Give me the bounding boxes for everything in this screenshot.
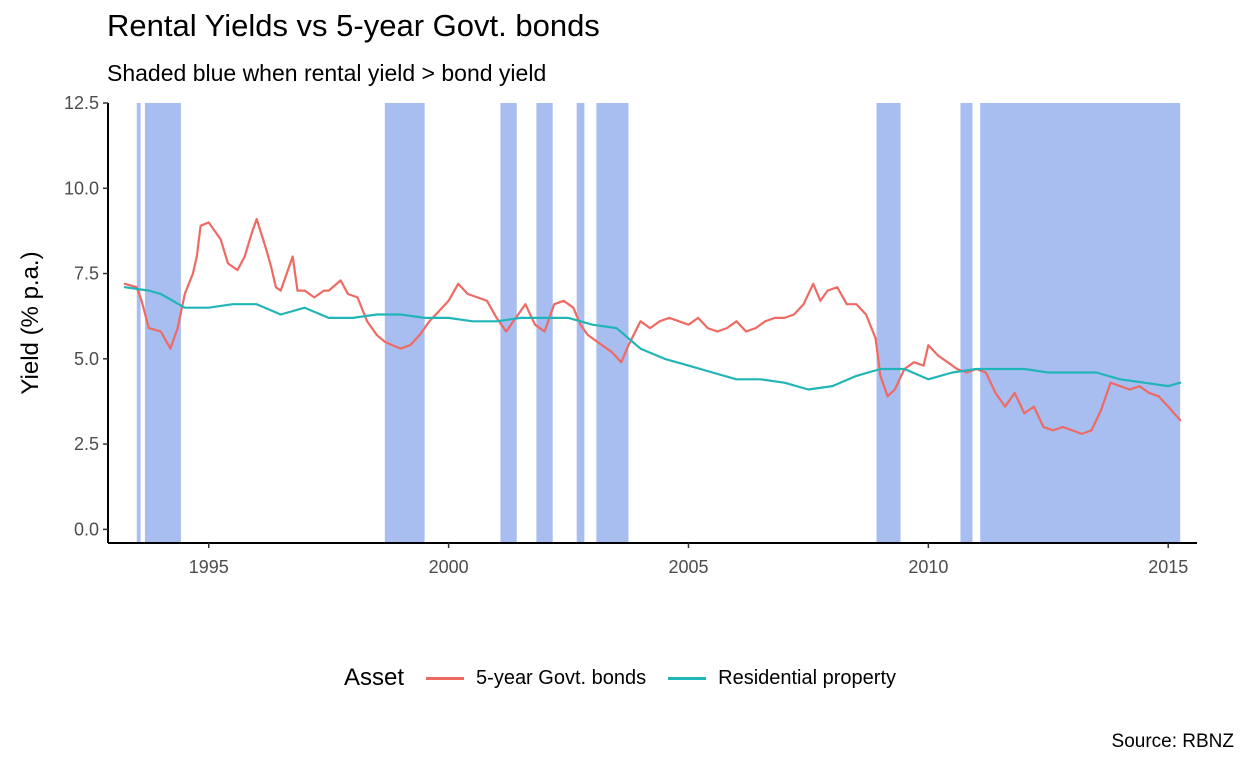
x-tick-label: 2010 bbox=[908, 557, 948, 577]
shaded-period bbox=[144, 103, 181, 543]
shaded-period bbox=[384, 103, 425, 543]
shaded-period bbox=[960, 103, 973, 543]
shaded-period bbox=[980, 103, 1181, 543]
shaded-period bbox=[136, 103, 141, 543]
x-tick-label: 1995 bbox=[189, 557, 229, 577]
legend-label: Residential property bbox=[718, 666, 896, 689]
y-tick-label: 10.0 bbox=[64, 178, 99, 198]
y-tick-label: 5.0 bbox=[74, 349, 99, 369]
legend-key-line bbox=[426, 676, 465, 680]
x-tick-label: 2000 bbox=[429, 557, 469, 577]
legend-title: Asset bbox=[344, 664, 405, 691]
shaded-period bbox=[536, 103, 553, 543]
shaded-period bbox=[596, 103, 629, 543]
x-tick-label: 2005 bbox=[668, 557, 708, 577]
shaded-period bbox=[500, 103, 517, 543]
property-yield-line bbox=[123, 286, 1182, 391]
legend-entry-property: Residential property bbox=[668, 667, 896, 690]
y-tick-label: 12.5 bbox=[64, 93, 99, 113]
legend: Asset 5-year Govt. bonds Residential pro… bbox=[0, 664, 1248, 692]
y-tick-label: 2.5 bbox=[74, 434, 99, 454]
bonds-yield-line bbox=[123, 217, 1182, 435]
chart-caption: Source: RBNZ bbox=[1111, 731, 1234, 752]
line-chart: 0.0 2.5 5.0 7.5 10.0 12.5 1995 2000 2005 2010 2015… bbox=[17, 93, 1197, 577]
chart-subtitle: Shaded blue when rental yield > bond yie… bbox=[107, 60, 547, 86]
y-axis-label: Yield (% p.a.) bbox=[17, 251, 44, 394]
chart-title: Rental Yields vs 5-year Govt. bonds bbox=[107, 8, 600, 43]
legend-label: 5-year Govt. bonds bbox=[476, 666, 647, 689]
shaded-period bbox=[876, 103, 901, 543]
y-tick-label: 0.0 bbox=[74, 519, 99, 539]
legend-key-line bbox=[668, 676, 707, 680]
y-tick-label: 7.5 bbox=[74, 264, 99, 284]
x-tick-label: 2015 bbox=[1148, 557, 1188, 577]
legend-entry-bonds: 5-year Govt. bonds bbox=[426, 667, 646, 690]
